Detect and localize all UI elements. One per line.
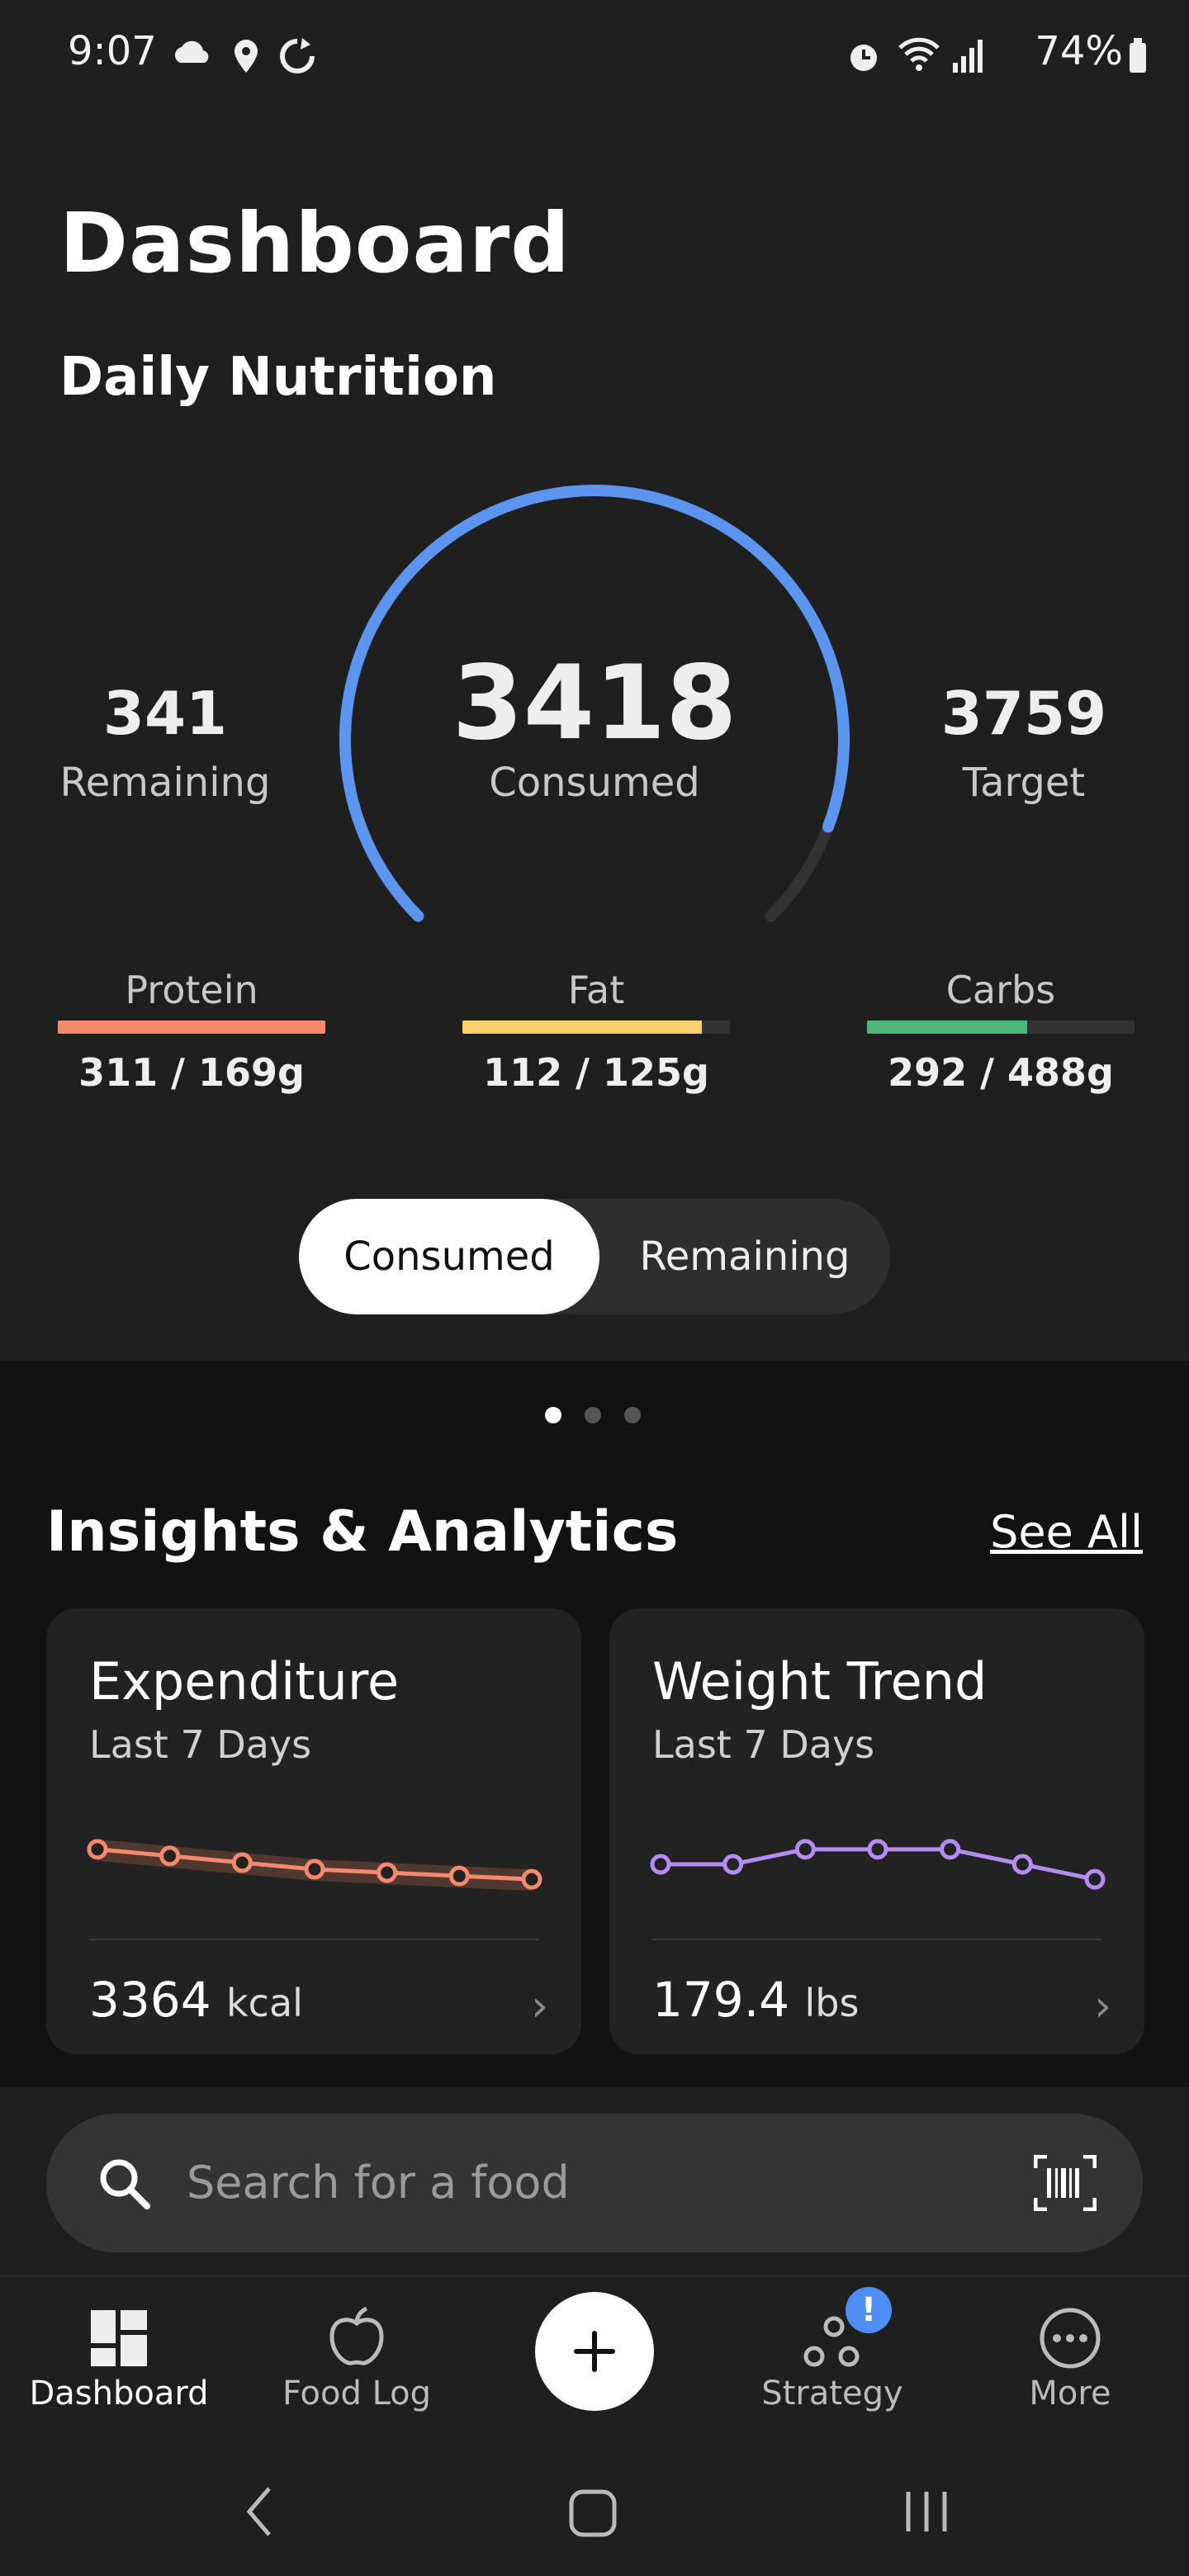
insights-title: Insights & Analytics	[46, 1499, 679, 1565]
target-value: 3759	[940, 679, 1107, 748]
carbs-bar	[867, 1020, 1135, 1034]
sync-icon	[280, 38, 315, 73]
remaining-value: 341	[102, 679, 228, 748]
add-button[interactable]	[535, 2292, 654, 2411]
nutrition-panel	[0, 107, 1189, 1361]
cloud-icon	[174, 40, 209, 63]
dashboard-icon	[91, 2310, 147, 2366]
home-icon[interactable]	[568, 2488, 618, 2538]
nav-label: Food Log	[282, 2375, 432, 2413]
fat-bar	[462, 1020, 730, 1034]
protein-bar-fill	[58, 1020, 325, 1034]
consumed-remaining-toggle: Consumed Remaining	[299, 1199, 890, 1314]
strategy-alert-badge: !	[846, 2287, 892, 2333]
protein-label: Protein	[125, 968, 258, 1012]
card-title: Expenditure	[89, 1651, 400, 1712]
sparkline-point	[1011, 1854, 1033, 1875]
sparkline-point	[448, 1865, 470, 1887]
search-icon	[100, 2159, 150, 2209]
gauge-progress	[339, 485, 850, 922]
wifi-icon	[898, 37, 940, 71]
weight-trend-card[interactable]: Weight Trend Last 7 Days 179.4 lbs ›	[609, 1608, 1144, 2054]
protein-value: 311 / 169g	[78, 1050, 305, 1095]
carbs-bar-fill	[867, 1020, 1027, 1034]
card-subtitle: Last 7 Days	[89, 1722, 312, 1767]
card-value-wrap: 3364 kcal	[89, 1972, 303, 2028]
carbs-value: 292 / 488g	[888, 1050, 1114, 1095]
sparkline-point	[304, 1859, 325, 1880]
back-icon[interactable]	[243, 2485, 276, 2538]
protein-bar	[58, 1020, 325, 1034]
apple-icon	[329, 2306, 384, 2365]
carbs-label: Carbs	[945, 968, 1056, 1012]
daily-nutrition-title: Daily Nutrition	[59, 347, 497, 408]
signal-icon	[953, 40, 983, 73]
sparkline-point	[159, 1845, 181, 1867]
weight-sparkline	[650, 1839, 1106, 1890]
page-dot-active[interactable]	[545, 1407, 561, 1423]
nav-food-log[interactable]: Food Log	[241, 2275, 472, 2449]
strategy-icon	[803, 2316, 860, 2367]
sparkline-point	[650, 1854, 671, 1875]
location-icon	[234, 40, 258, 73]
card-unit: kcal	[226, 1981, 303, 2025]
nav-dashboard[interactable]: Dashboard	[3, 2275, 234, 2449]
sparkline-point	[794, 1839, 816, 1860]
sparkline-point	[867, 1839, 888, 1860]
toggle-consumed[interactable]: Consumed	[299, 1199, 599, 1314]
sparkline-point	[521, 1868, 542, 1890]
consumed-value: 3418	[452, 644, 737, 763]
system-nav-bar	[0, 2451, 1189, 2576]
nav-label: More	[1029, 2375, 1111, 2413]
card-value: 179.4	[652, 1972, 790, 2028]
page-dot[interactable]	[585, 1407, 601, 1423]
nav-label: Strategy	[761, 2375, 903, 2413]
fat-value: 112 / 125g	[483, 1050, 709, 1095]
nav-more[interactable]: More	[955, 2275, 1186, 2449]
sparkline-point	[940, 1839, 961, 1860]
chevron-right-icon: ›	[531, 1982, 548, 2031]
consumed-label: Consumed	[489, 760, 700, 806]
food-search-bar[interactable]: Search for a food	[46, 2114, 1143, 2252]
see-all-link[interactable]: See All	[990, 1506, 1143, 1558]
card-value: 3364	[89, 1972, 211, 2028]
sparkline-point	[1084, 1868, 1106, 1890]
card-unit: lbs	[804, 1981, 860, 2025]
card-subtitle: Last 7 Days	[652, 1722, 875, 1767]
sparkline-point	[231, 1852, 253, 1873]
status-bar: 9:07 74%	[0, 0, 1189, 107]
barcode-scan-icon[interactable]	[1034, 2155, 1097, 2211]
target-label: Target	[962, 760, 1086, 806]
expenditure-card[interactable]: Expenditure Last 7 Days 3364 kcal ›	[46, 1608, 581, 2054]
page-title: Dashboard	[59, 195, 571, 291]
more-icon	[1040, 2308, 1101, 2369]
card-value-wrap: 179.4 lbs	[652, 1972, 859, 2028]
fat-label: Fat	[567, 968, 625, 1012]
calorie-gauge	[339, 485, 850, 922]
card-title: Weight Trend	[652, 1651, 988, 1712]
remaining-label: Remaining	[59, 760, 271, 806]
fat-bar-fill	[462, 1020, 703, 1034]
sparkline-point	[87, 1839, 108, 1860]
battery-percentage: 74%	[1035, 28, 1123, 74]
sparkline-point	[722, 1854, 744, 1875]
chevron-right-icon: ›	[1094, 1982, 1111, 2031]
sparkline-point	[377, 1862, 398, 1883]
alarm-icon	[850, 45, 877, 71]
nav-strategy[interactable]: Strategy	[717, 2275, 948, 2449]
nav-label: Dashboard	[29, 2375, 209, 2413]
card-divider	[652, 1939, 1101, 1940]
card-divider	[89, 1939, 538, 1940]
status-time: 9:07	[68, 28, 157, 74]
search-input[interactable]: Search for a food	[187, 2157, 570, 2209]
plus-icon	[574, 2331, 615, 2372]
battery-icon	[1130, 38, 1146, 73]
page-indicator	[545, 1407, 664, 1427]
expenditure-sparkline	[87, 1839, 542, 1892]
recents-icon[interactable]	[903, 2488, 950, 2535]
toggle-remaining[interactable]: Remaining	[639, 1234, 850, 1280]
page-dot[interactable]	[624, 1407, 641, 1423]
